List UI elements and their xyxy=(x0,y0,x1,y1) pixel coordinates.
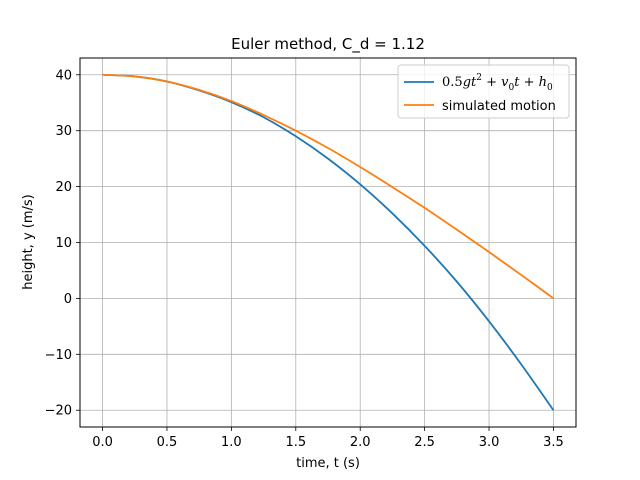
y-tick-label: −20 xyxy=(45,404,72,419)
legend-label-analytic: 0.5gt2 + v0t + h0 xyxy=(442,73,553,93)
y-tick-label: 10 xyxy=(55,236,72,251)
legend-box xyxy=(397,64,570,119)
y-tick-label: 30 xyxy=(55,124,72,139)
series-lines xyxy=(102,73,555,411)
y-tick-label: 40 xyxy=(55,68,72,83)
x-tick-label: 2.0 xyxy=(350,435,371,450)
x-tick-label: 2.5 xyxy=(414,435,435,450)
legend-label-simulated: simulated motion xyxy=(442,99,556,114)
x-axis-label: time, t (s) xyxy=(296,456,360,471)
y-tick-label: 20 xyxy=(55,180,72,195)
x-tick-label: 3.0 xyxy=(479,435,500,450)
y-axis-label: height, y (m/s) xyxy=(21,194,36,290)
series-line-simulated xyxy=(102,73,554,300)
axis-ticks: 0.0 0.5 1.0 1.5 2.0 2.5 3.0 3.5 −20 −10 0 10 20 30 40 xyxy=(45,68,564,450)
x-tick-label: 3.5 xyxy=(543,435,564,450)
y-tick-label: −10 xyxy=(45,348,72,363)
x-tick-label: 0.0 xyxy=(92,435,113,450)
y-tick-label: 0 xyxy=(64,292,72,307)
x-tick-label: 0.5 xyxy=(157,435,178,450)
grid xyxy=(80,58,576,427)
legend: 0.5gt2 + v0t + h0 simulated motion xyxy=(397,64,570,119)
chart-title: Euler method, C_d = 1.12 xyxy=(231,35,425,54)
x-tick-label: 1.5 xyxy=(285,435,306,450)
x-tick-label: 1.0 xyxy=(221,435,242,450)
